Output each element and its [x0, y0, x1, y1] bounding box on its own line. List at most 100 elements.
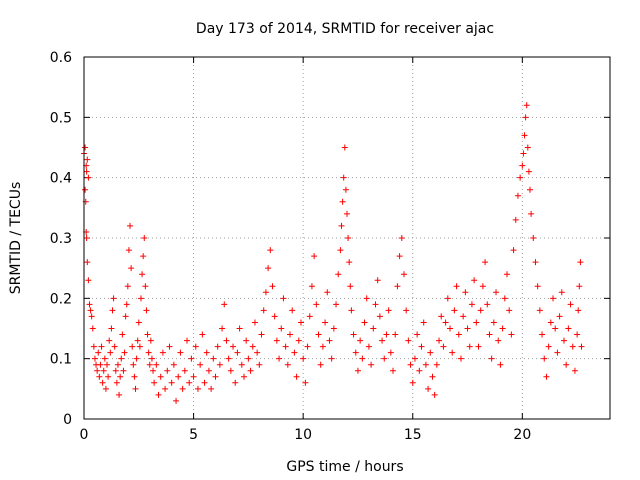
data-point: [84, 156, 91, 163]
data-point: [326, 337, 333, 344]
data-point: [354, 367, 361, 374]
data-point: [543, 373, 550, 380]
data-point: [418, 343, 425, 350]
data-point: [278, 325, 285, 332]
data-point: [190, 373, 197, 380]
data-point: [433, 361, 440, 368]
data-point: [106, 337, 113, 344]
data-point: [267, 247, 274, 254]
data-point: [83, 168, 90, 175]
data-point: [225, 355, 232, 362]
data-point: [425, 385, 432, 392]
data-point: [249, 343, 256, 350]
data-point: [157, 373, 164, 380]
data-point: [113, 379, 120, 386]
x-tick-label: 0: [80, 427, 89, 443]
y-tick-label: 0.5: [50, 110, 72, 126]
data-point: [324, 289, 331, 296]
data-point: [379, 337, 386, 344]
data-point: [238, 361, 245, 368]
data-point: [129, 343, 136, 350]
data-point: [398, 235, 405, 241]
data-point: [184, 337, 191, 344]
data-point: [484, 301, 491, 308]
data-point: [374, 277, 381, 284]
data-point: [123, 301, 130, 308]
data-point: [575, 307, 582, 314]
data-point: [330, 325, 337, 332]
data-point: [503, 271, 510, 278]
data-point: [376, 313, 383, 320]
data-point: [335, 271, 342, 278]
data-point: [192, 343, 199, 350]
data-point: [552, 325, 559, 332]
data-point: [519, 162, 526, 169]
data-point: [438, 313, 445, 320]
data-point: [188, 355, 195, 362]
data-point: [488, 355, 495, 362]
data-point: [493, 289, 500, 296]
data-point: [102, 385, 109, 392]
data-point: [341, 144, 348, 151]
x-tick-label: 10: [294, 427, 312, 443]
data-point: [451, 307, 458, 314]
data-point: [501, 295, 508, 302]
data-point: [482, 259, 489, 266]
data-point: [125, 247, 132, 254]
data-point: [265, 265, 272, 272]
data-point: [262, 289, 269, 296]
data-point: [282, 343, 289, 350]
data-point: [383, 331, 390, 338]
data-point: [345, 235, 352, 241]
data-point: [144, 331, 151, 338]
data-point: [517, 174, 524, 181]
data-point: [577, 259, 584, 266]
data-point: [447, 325, 454, 332]
data-point: [173, 397, 180, 404]
data-point: [348, 307, 355, 314]
data-point: [514, 192, 521, 199]
data-point: [333, 301, 340, 308]
data-point: [429, 373, 436, 380]
data-point: [471, 277, 478, 284]
data-point: [227, 367, 234, 374]
data-point: [414, 331, 421, 338]
data-point: [223, 337, 230, 344]
data-point: [545, 343, 552, 350]
data-point: [368, 361, 375, 368]
data-point: [82, 186, 89, 193]
data-point: [510, 247, 517, 254]
data-point: [271, 313, 278, 320]
data-point: [317, 361, 324, 368]
data-point: [139, 271, 146, 278]
data-point: [381, 355, 388, 362]
data-point: [107, 349, 114, 356]
data-point: [365, 343, 372, 350]
data-point: [473, 319, 480, 326]
data-point: [83, 235, 90, 241]
data-point: [104, 361, 111, 368]
data-point: [105, 373, 112, 380]
data-point: [94, 367, 101, 374]
data-point: [576, 283, 583, 290]
data-point: [508, 331, 515, 338]
data-point: [85, 277, 92, 284]
data-point: [563, 361, 570, 368]
data-point: [554, 349, 561, 356]
data-point: [260, 307, 267, 314]
data-point: [495, 337, 502, 344]
data-point: [352, 349, 359, 356]
data-point: [565, 325, 572, 332]
data-point: [520, 150, 527, 157]
data-point: [313, 301, 320, 308]
y-tick-label: 0.3: [50, 231, 72, 247]
data-point: [98, 343, 105, 350]
data-point: [86, 301, 93, 308]
x-tick-label: 15: [404, 427, 422, 443]
data-point: [444, 295, 451, 302]
data-point: [536, 307, 543, 314]
data-point: [475, 343, 482, 350]
data-point: [344, 210, 350, 217]
data-point: [179, 385, 186, 392]
data-point: [205, 367, 212, 374]
